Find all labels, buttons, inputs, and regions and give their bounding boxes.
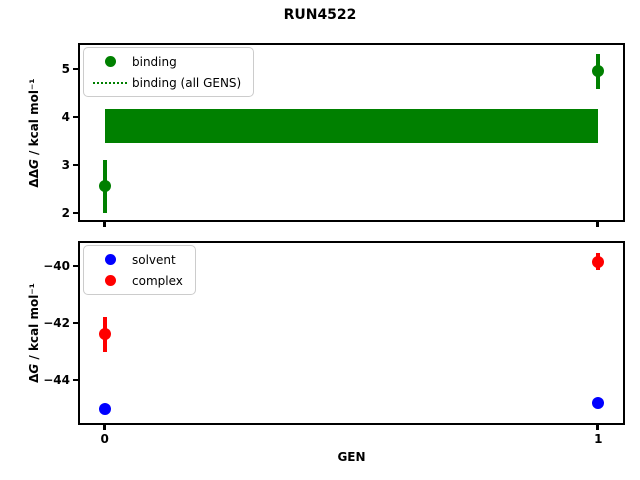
x-tick-label: 0	[100, 432, 109, 446]
legend-marker-column	[88, 254, 132, 265]
y-tick	[73, 322, 78, 324]
x-tick	[596, 425, 600, 430]
complex-data-point	[98, 328, 111, 341]
x-tick-label: 1	[594, 432, 603, 446]
x-tick	[102, 222, 106, 227]
binding-data-point	[592, 65, 605, 78]
x-axis-label: GEN	[337, 450, 366, 464]
legend-dot-icon	[104, 254, 116, 265]
y-tick-label: 4	[61, 109, 70, 124]
y-tick	[73, 163, 78, 166]
y-tick	[73, 67, 78, 70]
complex-data-point	[592, 255, 605, 268]
y-tick	[73, 211, 78, 214]
y-tick	[73, 264, 78, 267]
legend-dot-icon	[104, 56, 116, 67]
legend-item: binding (all GENS)	[88, 72, 241, 93]
binding-data-point	[98, 180, 111, 193]
legend-label: binding (all GENS)	[132, 75, 242, 90]
legend-label: solvent	[132, 252, 176, 267]
chart-title: RUN4522	[283, 7, 357, 23]
solvent-data-point	[592, 397, 605, 409]
legend-label: binding	[132, 54, 177, 69]
legend-dot-icon	[104, 275, 116, 286]
y-tick-label: 5	[61, 61, 70, 76]
legend: binding binding (all GENS)	[83, 47, 255, 97]
binding-plot-panel: 5 4 3 2 binding binding (all GENS)	[62, 43, 625, 227]
y-tick-label: 3	[61, 157, 70, 172]
legend-marker-column	[88, 56, 132, 67]
x-tick	[596, 222, 600, 227]
free-energy-plot-panel: −40 −42 −44 0 1 solvent complex	[43, 241, 625, 446]
legend-item: binding	[88, 51, 241, 72]
legend-item: solvent	[88, 249, 183, 270]
y-tick-label: 2	[61, 205, 70, 220]
legend-marker-column	[88, 81, 132, 84]
y-tick-label: −40	[43, 258, 70, 273]
legend-item: complex	[88, 270, 183, 291]
legend-dotted-line-icon	[93, 81, 127, 84]
y-tick	[73, 379, 78, 382]
solvent-data-point	[98, 402, 111, 415]
legend: solvent complex	[83, 245, 196, 295]
y-tick-label: −44	[43, 373, 70, 388]
uncertainty-band	[104, 108, 599, 144]
y-tick-label: −42	[43, 316, 70, 330]
x-tick	[102, 425, 106, 430]
legend-marker-column	[88, 275, 132, 286]
y-tick	[73, 115, 78, 118]
legend-label: complex	[132, 273, 183, 288]
